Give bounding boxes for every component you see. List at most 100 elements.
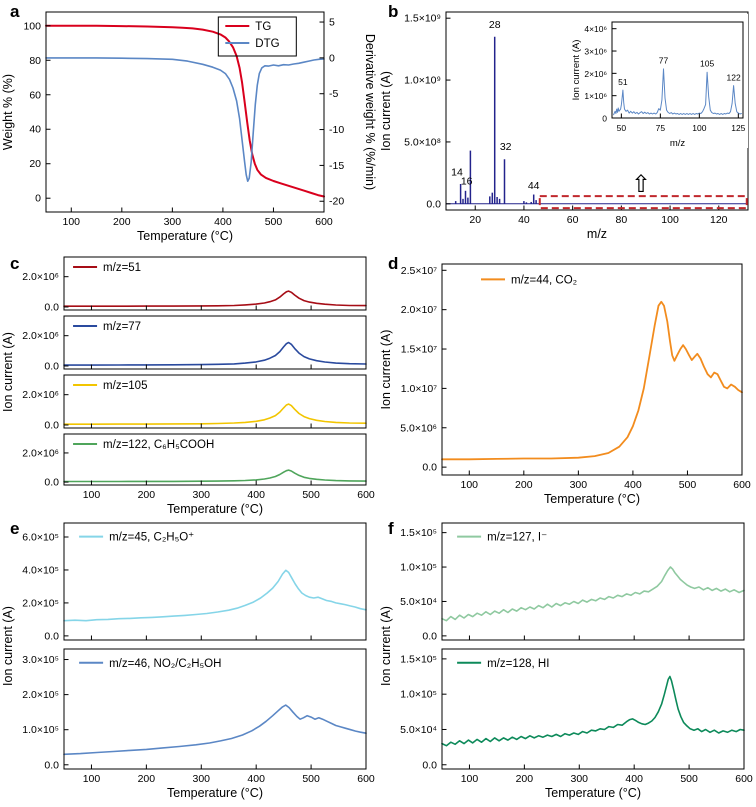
svg-text:300: 300 bbox=[193, 773, 211, 785]
panel-b-label: b bbox=[388, 2, 399, 21]
svg-text:Weight % (%): Weight % (%) bbox=[1, 74, 15, 150]
svg-text:1.0×10⁵: 1.0×10⁵ bbox=[22, 724, 59, 736]
panel-d: d 100 200 300 400 500 600 0.0 5.0×10⁶ 1.0×10⁷ 1.5… bbox=[378, 252, 756, 517]
svg-text:100: 100 bbox=[23, 20, 41, 32]
svg-text:5.0×10⁴: 5.0×10⁴ bbox=[400, 596, 437, 608]
svg-text:80: 80 bbox=[616, 214, 628, 226]
svg-text:5: 5 bbox=[329, 17, 335, 29]
svg-text:6.0×10⁵: 6.0×10⁵ bbox=[22, 532, 59, 544]
svg-text:2×10⁶: 2×10⁶ bbox=[584, 69, 607, 79]
svg-text:600: 600 bbox=[315, 216, 333, 228]
svg-text:0.0: 0.0 bbox=[422, 630, 437, 642]
svg-text:0.0: 0.0 bbox=[422, 759, 437, 771]
svg-text:1×10⁶: 1×10⁶ bbox=[584, 91, 607, 101]
chart-mz45-mz46: 0.0 2.0×10⁵ 4.0×10⁵ 6.0×10⁵ m/z=45, C₂H₅O⁺ 10… bbox=[1, 522, 375, 800]
svg-text:100: 100 bbox=[661, 214, 679, 226]
svg-text:600: 600 bbox=[733, 479, 751, 491]
svg-text:60: 60 bbox=[29, 89, 41, 101]
svg-text:Temperature (°C): Temperature (°C) bbox=[545, 786, 641, 800]
svg-text:Ion current (A): Ion current (A) bbox=[1, 606, 15, 686]
svg-text:20: 20 bbox=[29, 158, 41, 170]
svg-text:TG: TG bbox=[255, 21, 271, 33]
svg-text:28: 28 bbox=[489, 19, 501, 31]
chart-mass-spectrum: 20 40 60 80 100 120 0.0 5.0×10⁸ 1.0×10⁹ 1.5×10⁹ m/… bbox=[379, 11, 749, 241]
svg-text:500: 500 bbox=[265, 216, 283, 228]
svg-text:0: 0 bbox=[602, 114, 607, 124]
svg-text:5.0×10⁸: 5.0×10⁸ bbox=[404, 136, 441, 148]
svg-text:Temperature (°C): Temperature (°C) bbox=[167, 502, 263, 516]
svg-text:0.0: 0.0 bbox=[422, 462, 437, 474]
svg-text:100: 100 bbox=[83, 489, 101, 501]
svg-text:200: 200 bbox=[113, 216, 131, 228]
svg-text:1.0×10⁷: 1.0×10⁷ bbox=[401, 383, 437, 395]
svg-text:600: 600 bbox=[357, 489, 375, 501]
svg-text:m/z=44, CO₂: m/z=44, CO₂ bbox=[511, 274, 577, 286]
svg-text:2.0×10⁵: 2.0×10⁵ bbox=[22, 689, 59, 701]
svg-text:77: 77 bbox=[659, 55, 669, 65]
svg-text:1.5×10⁵: 1.5×10⁵ bbox=[400, 527, 437, 539]
svg-text:300: 300 bbox=[570, 479, 588, 491]
svg-text:1.5×10⁵: 1.5×10⁵ bbox=[400, 653, 437, 665]
svg-text:16: 16 bbox=[461, 176, 473, 188]
svg-text:500: 500 bbox=[302, 773, 320, 785]
svg-text:m/z=127, I⁻: m/z=127, I⁻ bbox=[487, 532, 547, 544]
svg-text:-20: -20 bbox=[329, 196, 344, 208]
svg-text:1.0×10⁹: 1.0×10⁹ bbox=[404, 75, 441, 87]
svg-text:4.0×10⁵: 4.0×10⁵ bbox=[22, 564, 59, 576]
svg-text:2.0×10⁶: 2.0×10⁶ bbox=[22, 330, 59, 342]
panel-f-label: f bbox=[388, 519, 394, 538]
svg-text:400: 400 bbox=[624, 479, 642, 491]
svg-text:300: 300 bbox=[571, 773, 589, 785]
svg-text:m/z=122, C₆H₅COOH: m/z=122, C₆H₅COOH bbox=[103, 439, 214, 451]
svg-text:0.0: 0.0 bbox=[44, 759, 59, 771]
svg-text:m/z=51: m/z=51 bbox=[103, 262, 141, 274]
chart-co2-evolution: 100 200 300 400 500 600 0.0 5.0×10⁶ 1.0×10⁷ 1.5×1… bbox=[379, 263, 751, 506]
svg-text:0.0: 0.0 bbox=[44, 301, 59, 313]
svg-text:m/z=128, HI: m/z=128, HI bbox=[487, 658, 549, 670]
svg-text:100: 100 bbox=[83, 773, 101, 785]
svg-text:300: 300 bbox=[193, 489, 211, 501]
svg-text:200: 200 bbox=[138, 773, 156, 785]
svg-text:100: 100 bbox=[461, 479, 479, 491]
svg-text:m/z: m/z bbox=[670, 138, 686, 149]
svg-text:m/z: m/z bbox=[587, 227, 607, 241]
svg-text:122: 122 bbox=[727, 72, 741, 82]
svg-text:500: 500 bbox=[302, 489, 320, 501]
panel-f: f 0.0 5.0×10⁴ 1.0×10⁵ 1.5×10⁵ m/z=127, I⁻ 100… bbox=[378, 517, 756, 807]
svg-text:Temperature (°C): Temperature (°C) bbox=[544, 492, 640, 506]
svg-text:1.5×10⁷: 1.5×10⁷ bbox=[401, 344, 437, 356]
svg-text:5.0×10⁶: 5.0×10⁶ bbox=[400, 422, 437, 434]
svg-text:Ion current (A): Ion current (A) bbox=[571, 40, 582, 101]
svg-text:400: 400 bbox=[625, 773, 643, 785]
svg-text:105: 105 bbox=[700, 59, 714, 69]
svg-text:Ion current (A): Ion current (A) bbox=[1, 332, 15, 412]
svg-text:120: 120 bbox=[710, 214, 728, 226]
svg-text:600: 600 bbox=[735, 773, 753, 785]
svg-text:200: 200 bbox=[516, 773, 534, 785]
svg-text:100: 100 bbox=[461, 773, 479, 785]
svg-text:2.0×10⁶: 2.0×10⁶ bbox=[22, 271, 59, 283]
svg-text:Temperature (°C): Temperature (°C) bbox=[167, 786, 263, 800]
svg-text:0.0: 0.0 bbox=[44, 477, 59, 489]
panel-a: a 100 200 300 400 500 600 0 20 40 60 80 100 5 0 -5 -10 -… bbox=[0, 0, 378, 252]
svg-text:2.0×10⁶: 2.0×10⁶ bbox=[22, 389, 59, 401]
svg-text:5.0×10⁴: 5.0×10⁴ bbox=[400, 724, 437, 736]
svg-text:32: 32 bbox=[500, 141, 512, 153]
svg-text:500: 500 bbox=[680, 773, 698, 785]
svg-text:m/z=45, C₂H₅O⁺: m/z=45, C₂H₅O⁺ bbox=[109, 532, 194, 544]
panel-c-label: c bbox=[10, 254, 20, 273]
svg-text:200: 200 bbox=[515, 479, 533, 491]
svg-text:m/z=46, NO₂/C₂H₅OH: m/z=46, NO₂/C₂H₅OH bbox=[109, 658, 221, 670]
svg-text:0: 0 bbox=[35, 193, 41, 205]
panel-a-label: a bbox=[10, 2, 20, 21]
svg-text:-15: -15 bbox=[329, 160, 344, 172]
svg-text:1.5×10⁹: 1.5×10⁹ bbox=[404, 13, 441, 25]
svg-text:4×10⁶: 4×10⁶ bbox=[584, 24, 607, 34]
svg-text:400: 400 bbox=[247, 773, 265, 785]
svg-text:300: 300 bbox=[164, 216, 182, 228]
svg-text:Derivative weight % (%/min): Derivative weight % (%/min) bbox=[363, 34, 377, 190]
svg-text:⇧: ⇧ bbox=[631, 171, 651, 198]
svg-text:400: 400 bbox=[214, 216, 232, 228]
svg-text:2.0×10⁷: 2.0×10⁷ bbox=[401, 304, 437, 316]
svg-text:-5: -5 bbox=[329, 88, 338, 100]
